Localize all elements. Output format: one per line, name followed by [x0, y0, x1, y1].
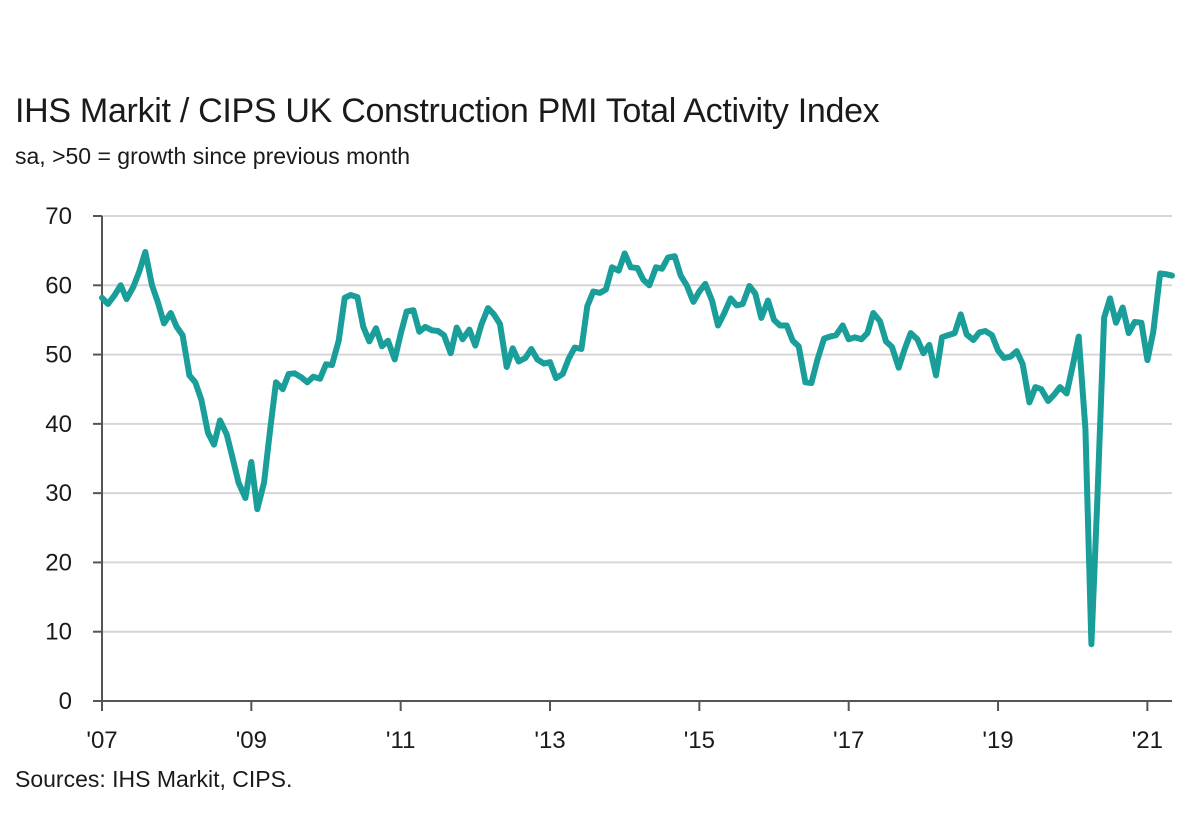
axes [93, 215, 1172, 711]
chart-subtitle: sa, >50 = growth since previous month [15, 143, 411, 169]
x-tick-label: '11 [386, 727, 416, 754]
x-tick-label: '09 [236, 727, 267, 754]
x-tick-label: '07 [86, 727, 117, 754]
x-tick-label: '15 [684, 727, 715, 754]
y-tick-label: 50 [45, 342, 72, 369]
x-tick-label: '17 [833, 727, 864, 754]
y-tick-label: 60 [45, 272, 72, 299]
y-tick-label: 10 [45, 619, 72, 646]
gridlines [102, 215, 1172, 633]
series-line [99, 249, 1175, 648]
y-tick-label: 20 [45, 549, 72, 576]
x-tick-label: '19 [982, 727, 1013, 754]
chart-source: Sources: IHS Markit, CIPS. [15, 766, 293, 792]
x-tick-labels: '07 '09 '11 '13 '15 '17 '19 '21 [86, 727, 1163, 754]
series-layer [99, 249, 1175, 648]
x-tick-label: '21 [1132, 727, 1163, 754]
y-tick-label: 0 [59, 688, 72, 715]
y-tick-label: 40 [45, 411, 72, 438]
chart-title: IHS Markit / CIPS UK Construction PMI To… [15, 92, 880, 130]
y-tick-labels: 0 10 20 30 40 50 60 70 [45, 203, 72, 715]
x-tick-label: '13 [534, 727, 565, 754]
y-tick-label: 30 [45, 480, 72, 507]
y-tick-label: 70 [45, 203, 72, 230]
